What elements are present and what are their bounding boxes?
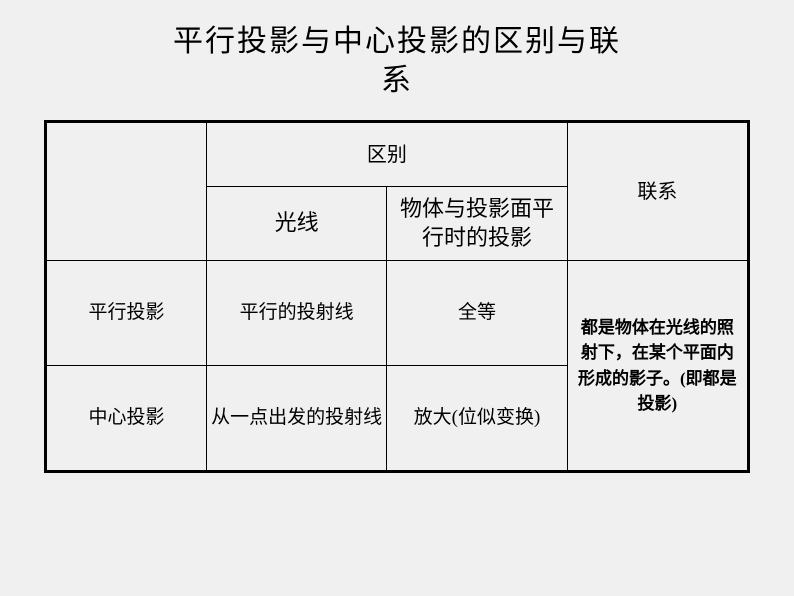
parallel-proj: 全等 (387, 261, 567, 366)
page-title: 平行投影与中心投影的区别与联 系 (0, 0, 794, 100)
comparison-table-container: 区别 联系 光线 物体与投影面平行时的投影 平行投影 平行的投射线 全等 都是物… (44, 120, 750, 473)
light-subheader: 光线 (207, 187, 387, 261)
connection-text: 都是物体在光线的照射下，在某个平面内形成的影子。(即都是投影) (567, 261, 747, 471)
projection-subheader: 物体与投影面平行时的投影 (387, 187, 567, 261)
title-line-2: 系 (0, 61, 794, 100)
title-line-1: 平行投影与中心投影的区别与联 (0, 22, 794, 61)
parallel-label: 平行投影 (47, 261, 207, 366)
difference-header: 区别 (207, 123, 568, 187)
parallel-light: 平行的投射线 (207, 261, 387, 366)
parallel-projection-row: 平行投影 平行的投射线 全等 都是物体在光线的照射下，在某个平面内形成的影子。(… (47, 261, 748, 366)
comparison-table: 区别 联系 光线 物体与投影面平行时的投影 平行投影 平行的投射线 全等 都是物… (46, 122, 748, 471)
central-label: 中心投影 (47, 366, 207, 471)
header-row-1: 区别 联系 (47, 123, 748, 187)
central-light: 从一点出发的投射线 (207, 366, 387, 471)
central-proj: 放大(位似变换) (387, 366, 567, 471)
connection-header: 联系 (567, 123, 747, 261)
empty-corner-cell (47, 123, 207, 261)
